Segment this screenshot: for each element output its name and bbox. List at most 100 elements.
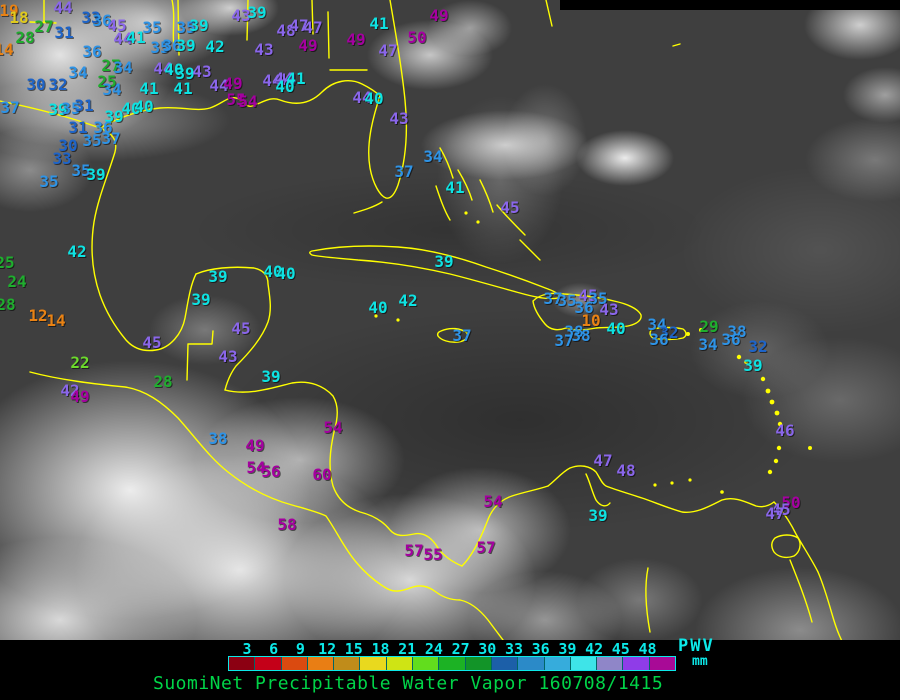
station-pwv-value: 47	[593, 451, 613, 470]
station-pwv-value: 47	[303, 18, 323, 37]
station-pwv-value: 35	[150, 38, 170, 57]
station-pwv-value: 37	[452, 326, 472, 345]
station-pwv-value: 14	[46, 311, 66, 330]
lake-maracaibo	[585, 473, 611, 507]
station-pwv-value: 55	[226, 90, 246, 109]
station-pwv-value: 35	[61, 99, 81, 118]
station-pwv-value: 39	[247, 3, 267, 22]
station-pwv-value: 54	[323, 418, 343, 437]
colorbar-tick-label: 30	[478, 640, 497, 658]
border-south-america-1	[645, 567, 651, 633]
station-pwv-value: 32	[48, 75, 68, 94]
coastline-pacific	[29, 371, 507, 645]
station-pwv-value: 41	[369, 14, 389, 33]
station-pwv-value: 44	[352, 88, 372, 107]
station-pwv-value: 49	[429, 6, 449, 25]
station-pwv-value: 39	[175, 64, 195, 83]
station-pwv-value: 43	[218, 347, 238, 366]
colorbar-swatch	[359, 657, 386, 670]
station-pwv-value: 37	[101, 129, 121, 148]
station-pwv-value: 35	[557, 291, 577, 310]
station-pwv-value: 54	[246, 458, 266, 477]
station-pwv-value: 28	[0, 295, 16, 314]
station-pwv-value: 40	[275, 77, 295, 96]
station-pwv-value: 58	[277, 515, 297, 534]
station-pwv-value: 39	[208, 267, 228, 286]
coastline-bermuda	[672, 43, 681, 47]
station-pwv-value: 41	[139, 79, 159, 98]
coastline-north-america	[0, 0, 553, 352]
station-pwv-value: 42	[67, 242, 87, 261]
border-south-america-2	[789, 559, 813, 623]
station-pwv-value: 40	[364, 89, 384, 108]
station-pwv-value: 33	[52, 149, 72, 168]
station-pwv-value: 43	[254, 40, 274, 59]
station-pwv-value: 45	[578, 286, 598, 305]
station-pwv-value: 28	[153, 372, 173, 391]
station-pwv-value: 39	[261, 367, 281, 386]
station-pwv-value: 44	[262, 71, 282, 90]
state-border-5	[327, 11, 330, 59]
station-pwv-value: 39	[191, 290, 211, 309]
station-pwv-value: 40	[368, 298, 388, 317]
station-pwv-value: 30	[58, 136, 78, 155]
coastline-hispaniola	[532, 292, 642, 331]
station-pwv-value: 39	[434, 252, 454, 271]
station-pwv-value: 60	[312, 465, 332, 484]
island-dot	[736, 354, 742, 360]
coastline-south-america	[461, 465, 845, 646]
coastline-caribbean-islands	[309, 43, 812, 494]
station-pwv-value: 48	[616, 461, 636, 480]
station-pwv-value: 47	[289, 16, 309, 35]
station-pwv-value: 27	[101, 56, 121, 75]
station-pwv-value: 47	[765, 504, 785, 523]
station-pwv-value: 35	[588, 289, 608, 308]
station-pwv-value: 31	[54, 23, 74, 42]
station-pwv-value: 36	[721, 330, 741, 349]
station-pwv-value: 35	[176, 18, 196, 37]
station-pwv-value: 14	[0, 40, 14, 59]
station-pwv-value: 44	[53, 0, 73, 17]
island-dot	[688, 478, 692, 482]
station-pwv-value: 30	[26, 75, 46, 94]
island-dot	[774, 410, 780, 416]
station-pwv-value: 47	[378, 41, 398, 60]
island-dot	[396, 318, 400, 322]
island-dot	[670, 481, 674, 485]
station-pwv-value: 45	[500, 198, 520, 217]
station-pwv-value: 49	[223, 74, 243, 93]
state-border-4	[311, 0, 314, 35]
station-pwv-value: 32	[748, 337, 768, 356]
island-dot	[769, 399, 775, 405]
colorbar-tick-label: 6	[269, 640, 279, 658]
state-border-8	[545, 0, 553, 27]
colorbar-swatch	[622, 657, 649, 670]
island-dot	[699, 328, 703, 332]
station-pwv-value: 19	[0, 1, 19, 20]
station-pwv-value: 54	[483, 492, 503, 511]
colorbar-tick-label: 18	[371, 640, 390, 658]
colorbar	[228, 656, 676, 671]
colorbar-swatch	[385, 657, 413, 670]
station-pwv-value: 45	[231, 319, 251, 338]
station-pwv-value: 35	[71, 161, 91, 180]
station-pwv-value: 45	[771, 500, 791, 519]
coastline-cuba	[309, 245, 560, 300]
state-border-3	[246, 0, 249, 41]
station-pwv-value: 34	[698, 335, 718, 354]
station-pwv-value: 42	[205, 37, 225, 56]
coastline-puerto-rico	[649, 326, 687, 341]
station-pwv-value: 49	[346, 30, 366, 49]
colorbar-swatch	[464, 657, 491, 670]
station-pwv-value: 37	[554, 331, 574, 350]
colorbar-swatch	[412, 657, 439, 670]
station-pwv-value: 36	[92, 11, 112, 30]
island-dot	[653, 483, 657, 487]
station-pwv-value: 48	[276, 21, 296, 40]
coastline-yucatan-central-america	[29, 266, 507, 645]
colorbar-tick-label: 9	[295, 640, 305, 658]
station-pwv-value: 39	[743, 356, 763, 375]
coastline-central-america-caribbean	[224, 381, 463, 567]
